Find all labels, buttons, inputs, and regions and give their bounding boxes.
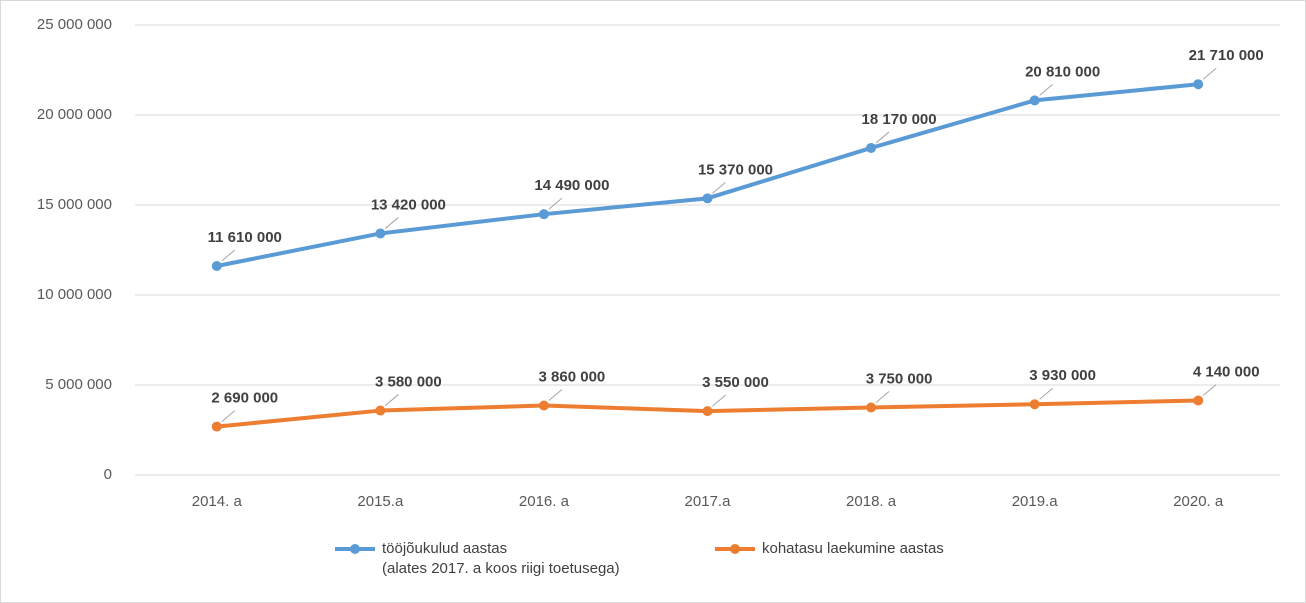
x-tick-label: 2019.a: [1012, 493, 1059, 510]
data-point: [538, 400, 549, 411]
legend-label: kohatasu laekumine aastas: [762, 540, 944, 557]
x-tick-label: 2018. a: [846, 493, 897, 510]
x-tick-label: 2015.a: [357, 493, 404, 510]
data-label: 13 420 000: [371, 196, 446, 213]
leader-line: [1039, 84, 1053, 96]
data-label: 3 930 000: [1029, 367, 1096, 384]
data-point: [211, 421, 222, 432]
data-point: [538, 209, 549, 220]
data-label: 3 750 000: [866, 370, 933, 387]
leader-line: [548, 389, 563, 401]
data-point: [375, 228, 386, 239]
data-point: [866, 402, 877, 413]
leader-line: [385, 217, 399, 229]
data-point: [866, 142, 877, 153]
data-label: 14 490 000: [534, 177, 609, 194]
data-label: 2 690 000: [211, 390, 278, 407]
x-tick-label: 2017.a: [685, 493, 732, 510]
leader-line: [1039, 387, 1053, 400]
y-tick-label: 10 000 000: [37, 286, 112, 303]
y-tick-label: 15 000 000: [37, 196, 112, 213]
leader-line: [1202, 384, 1217, 396]
data-label: 20 810 000: [1025, 63, 1100, 80]
legend-marker: [350, 544, 360, 554]
y-tick-label: 20 000 000: [37, 106, 112, 123]
data-label: 3 580 000: [375, 374, 442, 391]
data-point: [1193, 79, 1204, 90]
y-tick-label: 25 000 000: [37, 16, 112, 33]
x-tick-label: 2020. a: [1173, 493, 1224, 510]
data-label: 11 610 000: [208, 229, 282, 246]
data-point: [1029, 95, 1040, 106]
data-label: 4 140 000: [1193, 363, 1260, 380]
data-point: [1193, 395, 1204, 406]
leader-line: [712, 181, 726, 194]
y-tick-label: 5 000 000: [45, 376, 112, 393]
leader-line: [221, 249, 236, 262]
data-point: [211, 261, 222, 272]
leader-line: [548, 197, 563, 210]
leader-line: [875, 391, 890, 403]
leader-line: [1202, 67, 1217, 80]
legend-label: tööjõukulud aastas (alates 2017. a koos …: [382, 540, 620, 577]
legend-marker: [730, 544, 740, 554]
x-tick-label: 2016. a: [519, 493, 570, 510]
data-point: [1029, 399, 1040, 410]
data-label: 3 550 000: [702, 374, 769, 391]
data-label: 18 170 000: [862, 111, 937, 128]
data-point: [702, 406, 713, 417]
leader-line: [875, 131, 890, 144]
data-label: 15 370 000: [698, 161, 773, 178]
leader-line: [712, 394, 726, 407]
x-tick-label: 2014. a: [192, 493, 243, 510]
data-point: [375, 405, 386, 416]
leader-line: [385, 394, 399, 406]
data-label: 21 710 000: [1189, 47, 1264, 64]
data-label: 3 860 000: [539, 368, 606, 385]
y-tick-label: 0: [104, 466, 112, 483]
leader-line: [221, 410, 236, 422]
data-point: [702, 193, 713, 204]
